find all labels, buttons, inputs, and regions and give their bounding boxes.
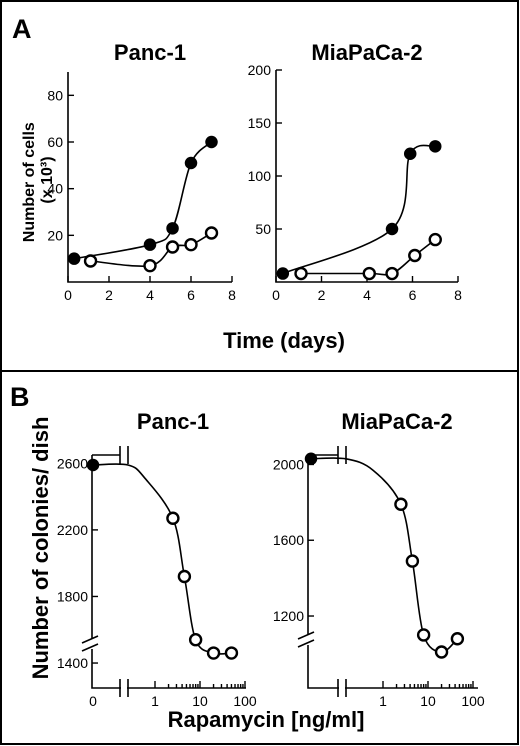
filled-data-point — [429, 140, 442, 153]
y-tick-label: 40 — [47, 181, 63, 197]
filled-data-point — [143, 238, 157, 251]
filled-data-point — [205, 135, 218, 149]
x-tick-label: 6 — [409, 287, 417, 303]
filled-data-point — [276, 267, 290, 280]
x-tick-label: 100 — [233, 693, 257, 709]
chart-title: MiaPaCa-2 — [341, 409, 452, 434]
x-tick-label: 0 — [272, 287, 280, 303]
x-tick-label: 2 — [318, 287, 326, 303]
open-data-point — [408, 248, 422, 263]
panel-b-letter: B — [10, 382, 30, 412]
y-tick-label: 150 — [248, 115, 272, 131]
treated-data-point — [177, 569, 192, 584]
x-tick-label: 0 — [89, 693, 97, 709]
open-data-point — [83, 254, 98, 268]
x-tick-label: 1 — [379, 693, 387, 709]
chart-panc1-cell-growth: Panc-1 20 40 60 80 0 2 4 6 8 — [47, 40, 236, 303]
x-axis-break-gap — [339, 685, 345, 691]
x-tick-label: 10 — [192, 693, 208, 709]
panel-a-ylabel: Number of cells (x 10³) — [21, 118, 56, 242]
x-tick-label: 4 — [146, 287, 154, 303]
control-data-point — [304, 452, 318, 466]
panel-a-xlabel: Time (days) — [223, 328, 345, 353]
open-data-point — [143, 258, 157, 273]
y-tick-label: 200 — [248, 62, 272, 78]
panel-a-letter: A — [12, 14, 32, 44]
chart-title: Panc-1 — [137, 409, 209, 434]
y-tick-label: 20 — [47, 227, 63, 243]
filled-data-point — [184, 156, 198, 170]
x-tick-label: 8 — [228, 287, 236, 303]
open-data-point — [204, 226, 219, 240]
panel-a-ylabel-line1: Number of cells — [21, 122, 38, 242]
y-tick-label: 1400 — [57, 655, 88, 671]
x-tick-label: 0 — [64, 287, 72, 303]
panel-a-border — [0, 0, 519, 372]
y-axis-break-mark — [81, 635, 99, 644]
treated-data-point — [394, 497, 408, 511]
open-data-point — [385, 266, 399, 281]
y-axis-break-gap — [88, 639, 96, 649]
treated-data-point — [166, 511, 180, 525]
x-tick-label: 100 — [461, 693, 485, 709]
y-tick-label: 60 — [47, 134, 63, 150]
x-axis-break-gap — [121, 685, 127, 691]
y-tick-label: 2600 — [57, 455, 88, 471]
filled-series-line — [282, 144, 436, 275]
y-tick-label: 1800 — [57, 588, 88, 604]
dose-response-curve — [92, 463, 232, 655]
treated-data-point — [224, 646, 239, 660]
y-axis-break-gap — [304, 635, 312, 645]
y-tick-label: 1600 — [273, 532, 304, 548]
x-tick-label: 1 — [151, 693, 159, 709]
y-tick-label: 1200 — [273, 608, 304, 624]
treated-data-point — [416, 628, 431, 642]
chart-title: Panc-1 — [114, 40, 186, 65]
y-tick-label: 100 — [248, 168, 272, 184]
axes — [91, 455, 246, 689]
y-tick-label: 2200 — [57, 522, 88, 538]
panel-a-ylabel-line2: (x 10³) — [39, 156, 56, 203]
chart-panc1-colonies: Panc-1 1400 1800 2200 2600 0 1 10 100 — [57, 409, 257, 709]
control-data-point — [86, 458, 100, 472]
chart-miapaca2-colonies: MiaPaCa-2 1200 1600 2000 1 10 100 — [273, 409, 485, 709]
dose-response-curve — [310, 457, 458, 653]
x-axis-break-gap — [121, 452, 127, 458]
treated-data-point — [434, 645, 449, 659]
treated-data-point — [188, 633, 203, 647]
x-tick-label: 10 — [420, 693, 436, 709]
y-axis-break-mark — [297, 639, 315, 648]
open-data-point — [428, 232, 442, 247]
treated-data-point — [206, 646, 221, 660]
treated-data-point — [450, 632, 465, 646]
panel-b-ylabel: Number of colonies/ dish — [28, 417, 53, 680]
x-tick-label: 4 — [363, 287, 371, 303]
open-data-point — [165, 240, 180, 254]
filled-data-point — [403, 147, 417, 160]
x-tick-label: 8 — [454, 287, 462, 303]
x-tick-label: 6 — [187, 287, 195, 303]
chart-title: MiaPaCa-2 — [311, 40, 422, 65]
filled-data-point — [385, 222, 399, 236]
y-tick-label: 2000 — [273, 456, 304, 472]
filled-data-point — [67, 252, 81, 265]
chart-miapaca2-cell-growth: MiaPaCa-2 50 100 150 200 0 2 4 6 8 — [248, 40, 462, 303]
y-tick-label: 50 — [255, 221, 271, 237]
panel-b-border — [0, 370, 519, 745]
y-axis-break-mark — [297, 631, 315, 640]
x-tick-label: 2 — [105, 287, 113, 303]
open-data-point — [362, 266, 376, 281]
axes — [275, 70, 458, 283]
panel-b-xlabel: Rapamycin [ng/ml] — [168, 707, 365, 732]
open-data-point — [294, 266, 308, 281]
y-axis-break-mark — [81, 643, 99, 652]
open-data-point — [184, 237, 198, 252]
x-axis-break-gap — [339, 452, 345, 458]
filled-data-point — [166, 222, 179, 235]
y-tick-label: 80 — [47, 87, 63, 103]
treated-data-point — [405, 554, 420, 568]
